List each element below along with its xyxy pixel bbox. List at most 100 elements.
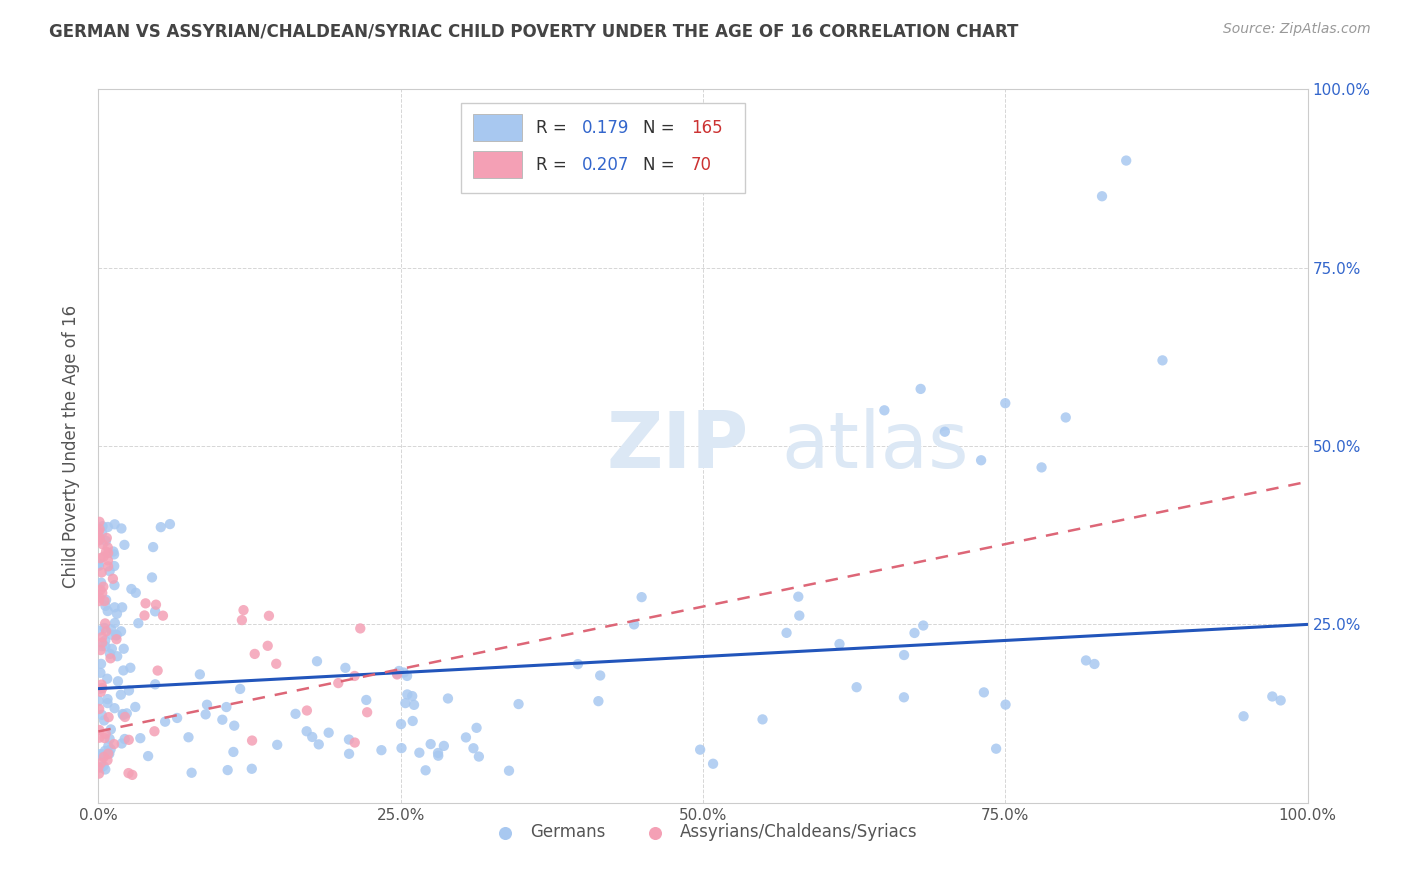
Point xyxy=(89,702,111,716)
Point xyxy=(90,575,112,590)
Point xyxy=(143,677,166,691)
Point xyxy=(120,582,142,596)
Point xyxy=(118,732,141,747)
Point xyxy=(402,714,425,728)
Point xyxy=(111,706,134,721)
Point xyxy=(152,608,174,623)
Point xyxy=(105,628,128,642)
Point xyxy=(910,382,932,396)
Point xyxy=(112,708,135,723)
Point xyxy=(101,628,124,642)
Point xyxy=(103,544,125,558)
Point xyxy=(385,666,408,681)
Point xyxy=(114,731,136,746)
Point xyxy=(1091,189,1114,203)
Point xyxy=(188,667,211,681)
Point xyxy=(385,667,408,681)
Point xyxy=(105,649,128,664)
Point xyxy=(391,741,413,756)
Point xyxy=(143,724,166,739)
Point xyxy=(115,706,138,721)
Point xyxy=(114,710,136,724)
Point xyxy=(97,604,120,618)
Point xyxy=(93,731,115,745)
Point xyxy=(89,747,111,762)
Point xyxy=(94,533,117,548)
Point xyxy=(89,731,111,745)
Point xyxy=(408,746,430,760)
Point xyxy=(94,544,117,558)
Point xyxy=(401,689,423,703)
Point xyxy=(388,664,411,678)
Point xyxy=(427,746,450,760)
Point xyxy=(343,735,366,749)
Point xyxy=(256,639,278,653)
Text: GERMAN VS ASSYRIAN/CHALDEAN/SYRIAC CHILD POVERTY UNDER THE AGE OF 16 CORRELATION: GERMAN VS ASSYRIAN/CHALDEAN/SYRIAC CHILD… xyxy=(49,22,1018,40)
Point xyxy=(87,533,110,547)
Point xyxy=(94,633,117,648)
Point xyxy=(107,674,129,689)
Text: 0.179: 0.179 xyxy=(582,119,630,136)
Point xyxy=(89,591,111,605)
Text: N =: N = xyxy=(643,156,679,174)
Point xyxy=(240,762,263,776)
Point xyxy=(94,616,117,631)
Point xyxy=(301,730,323,744)
Point xyxy=(103,737,125,751)
Text: 0.207: 0.207 xyxy=(582,156,630,174)
Point xyxy=(266,738,288,752)
Point xyxy=(93,759,115,773)
Point xyxy=(463,741,485,756)
Point xyxy=(111,600,134,615)
Point xyxy=(623,617,645,632)
Point xyxy=(751,712,773,726)
Point xyxy=(98,647,121,661)
Point xyxy=(90,756,112,770)
Point xyxy=(93,594,115,608)
Point xyxy=(295,704,318,718)
Text: N =: N = xyxy=(643,119,679,136)
Point xyxy=(97,520,120,534)
Point xyxy=(94,640,117,654)
Point xyxy=(97,559,120,574)
Point xyxy=(134,608,156,623)
Point xyxy=(120,661,142,675)
Point xyxy=(284,706,307,721)
Point xyxy=(89,681,111,696)
Point xyxy=(87,558,110,573)
Point xyxy=(97,747,120,761)
Point xyxy=(105,632,128,647)
Point xyxy=(97,546,120,560)
Point xyxy=(104,517,127,532)
Point xyxy=(90,677,112,691)
Point xyxy=(630,590,652,604)
Text: ZIP: ZIP xyxy=(606,408,748,484)
Point xyxy=(103,548,125,562)
Point xyxy=(224,719,246,733)
Point xyxy=(498,764,520,778)
Point xyxy=(111,737,134,751)
Point xyxy=(100,622,122,636)
Point xyxy=(89,723,111,737)
Point xyxy=(789,608,811,623)
Point xyxy=(392,665,415,680)
Point xyxy=(90,643,112,657)
Point xyxy=(370,743,392,757)
Point xyxy=(166,711,188,725)
Point xyxy=(934,425,956,439)
Point xyxy=(135,596,157,610)
Point xyxy=(415,764,437,778)
Point xyxy=(87,760,110,774)
Point xyxy=(87,533,110,548)
Point xyxy=(90,761,112,775)
Point xyxy=(828,637,851,651)
Point xyxy=(217,763,239,777)
Point xyxy=(91,707,114,722)
Text: Source: ZipAtlas.com: Source: ZipAtlas.com xyxy=(1223,22,1371,37)
Point xyxy=(396,688,419,702)
Point xyxy=(912,618,935,632)
Point xyxy=(159,517,181,532)
Text: R =: R = xyxy=(536,119,572,136)
Point xyxy=(89,532,111,546)
Point xyxy=(121,768,143,782)
